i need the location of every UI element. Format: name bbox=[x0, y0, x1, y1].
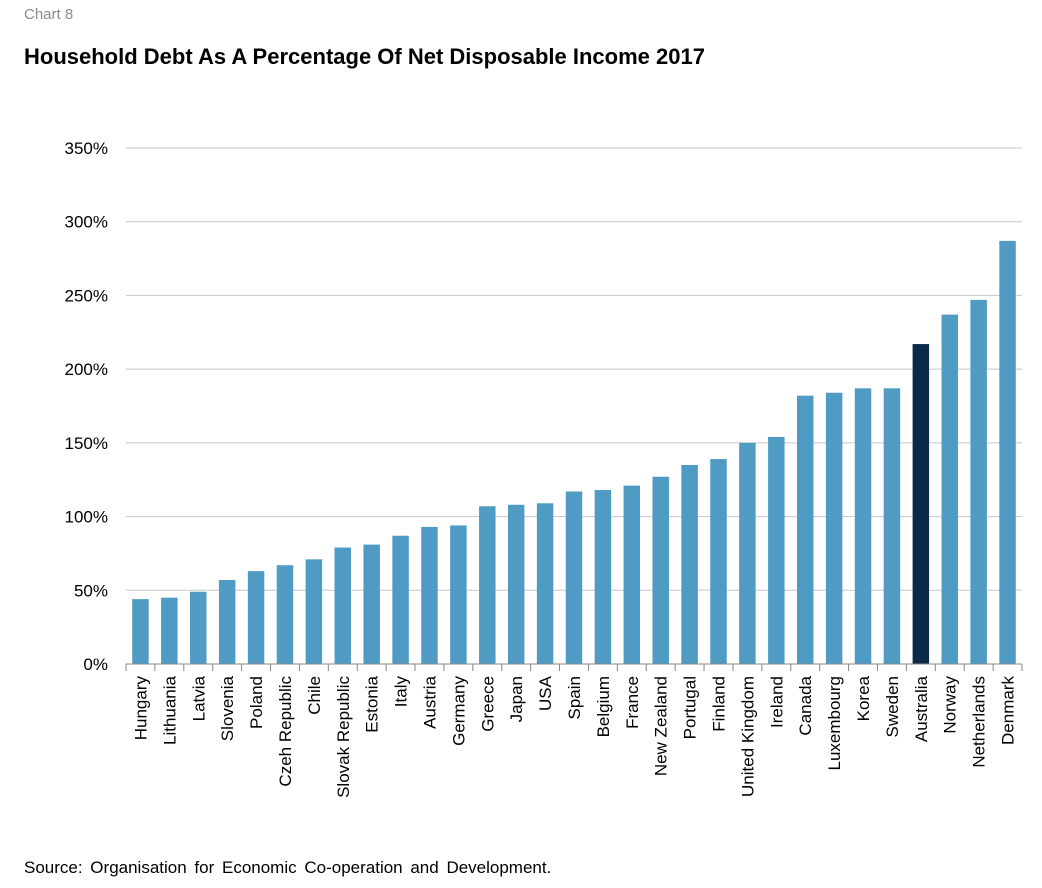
bar-poland bbox=[247, 571, 265, 664]
x-tick-label: Denmark bbox=[999, 676, 1018, 745]
x-tick-label: Austria bbox=[420, 675, 439, 728]
bar-czeh-republic bbox=[276, 565, 294, 664]
x-tick-label: Latvia bbox=[189, 675, 208, 721]
x-tick-label: Germany bbox=[449, 676, 468, 746]
x-axis bbox=[125, 663, 1023, 671]
y-tick-label: 350% bbox=[65, 139, 108, 158]
x-tick-label: Canada bbox=[796, 675, 815, 735]
bar-hungary bbox=[132, 599, 149, 664]
bar-sweden bbox=[883, 388, 901, 664]
x-tick-label: Estonia bbox=[363, 675, 382, 732]
bar-slovak-republic bbox=[334, 547, 352, 664]
x-tick-label: Sweden bbox=[883, 676, 902, 737]
bar-slovenia bbox=[218, 579, 236, 664]
x-tick-label: Portugal bbox=[681, 676, 700, 739]
bar-belgium bbox=[594, 490, 612, 664]
x-tick-label: Greece bbox=[478, 676, 497, 732]
chart-number: Chart 8 bbox=[24, 6, 74, 23]
source-note: Source: Organisation for Economic Co-ope… bbox=[24, 858, 552, 877]
bar-chile bbox=[305, 559, 323, 664]
y-tick-label: 100% bbox=[65, 508, 108, 527]
x-tick-label: Chile bbox=[305, 676, 324, 715]
x-tick-label: Australia bbox=[912, 675, 931, 742]
y-tick-label: 300% bbox=[65, 213, 108, 232]
bar-france bbox=[623, 485, 641, 664]
x-tick-label: Slovenia bbox=[218, 675, 237, 741]
bar-japan bbox=[507, 504, 525, 664]
x-tick-label: Japan bbox=[507, 676, 526, 722]
y-tick-label: 50% bbox=[74, 581, 108, 600]
bar-latvia bbox=[190, 591, 207, 664]
x-tick-label: Poland bbox=[247, 676, 266, 729]
chart-title: Household Debt As A Percentage Of Net Di… bbox=[24, 44, 705, 69]
x-tick-label: Korea bbox=[854, 675, 873, 721]
y-axis-ticks: 0% 50% 100% 150% 200% 250% 300% 350% bbox=[65, 139, 108, 674]
x-tick-label: Luxembourg bbox=[825, 676, 844, 771]
bar-norway bbox=[941, 314, 958, 664]
x-tick-label: Finland bbox=[710, 676, 729, 732]
bar-new-zealand bbox=[652, 476, 669, 664]
x-tick-label: Ireland bbox=[767, 676, 786, 728]
y-tick-label: 0% bbox=[83, 655, 108, 674]
bars bbox=[132, 240, 1016, 664]
bar-spain bbox=[565, 491, 583, 664]
bar-denmark bbox=[999, 240, 1016, 664]
bar-ireland bbox=[768, 436, 785, 664]
bar-estonia bbox=[363, 544, 380, 664]
x-tick-label: Hungary bbox=[131, 676, 150, 741]
x-tick-label: Netherlands bbox=[970, 676, 989, 768]
bar-korea bbox=[854, 388, 872, 664]
bar-germany bbox=[450, 525, 467, 664]
bar-canada bbox=[796, 395, 814, 664]
y-tick-label: 250% bbox=[65, 286, 108, 305]
y-tick-label: 200% bbox=[65, 360, 108, 379]
bar-greece bbox=[479, 506, 496, 664]
x-tick-label: United Kingdom bbox=[738, 676, 757, 797]
bar-luxembourg bbox=[825, 392, 843, 664]
bar-portugal bbox=[681, 464, 698, 664]
x-tick-label: Spain bbox=[565, 676, 584, 719]
bar-united-kingdom bbox=[739, 442, 756, 664]
bar-netherlands bbox=[970, 299, 987, 664]
x-tick-label: Norway bbox=[941, 676, 960, 734]
x-tick-label: Czeh Republic bbox=[276, 676, 295, 787]
bar-australia bbox=[912, 344, 930, 664]
bar-finland bbox=[710, 459, 727, 664]
bar-austria bbox=[421, 526, 438, 664]
x-tick-label: USA bbox=[536, 675, 555, 711]
x-tick-label: Belgium bbox=[594, 676, 613, 737]
bar-lithuania bbox=[161, 597, 178, 664]
x-tick-label: Slovak Republic bbox=[334, 676, 353, 798]
x-tick-label: Lithuania bbox=[160, 675, 179, 745]
x-tick-label: New Zealand bbox=[652, 676, 671, 776]
bar-usa bbox=[536, 503, 554, 664]
x-tick-label: France bbox=[623, 676, 642, 729]
x-tick-label: Italy bbox=[392, 676, 411, 708]
x-axis-ticks: Hungary Lithuania Latvia Slovenia Poland Czeh… bbox=[131, 675, 1017, 798]
y-tick-label: 150% bbox=[65, 434, 108, 453]
bar-italy bbox=[392, 535, 409, 664]
